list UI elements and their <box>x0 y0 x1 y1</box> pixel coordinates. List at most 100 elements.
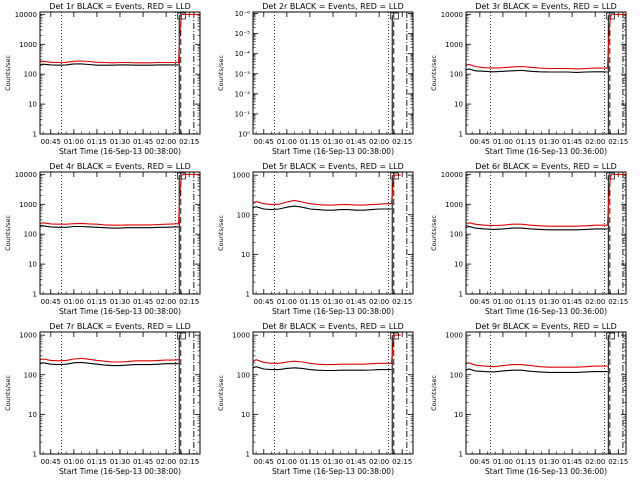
chart-title: Det 9r BLACK = Events, RED = LLD <box>475 322 617 331</box>
x-tick-label: 02:15 <box>179 138 199 146</box>
plot-frame <box>465 331 627 455</box>
x-tick-label: 01:45 <box>346 298 366 306</box>
chart-panel: Det 7r BLACK = Events, RED = LLD Counts/s… <box>4 322 201 476</box>
x-tick-label: 00:45 <box>470 138 490 146</box>
x-tick-label: 01:30 <box>323 138 343 146</box>
x-axis-label: Start Time (16-Sep-13 00:36:00) <box>485 307 607 316</box>
y-tick-label: 1 <box>459 451 463 459</box>
y-axis-label: Counts/sec <box>4 55 12 91</box>
chart-panel: Det 1r BLACK = Events, RED = LLD Counts/s… <box>4 2 201 156</box>
x-axis-label: Start Time (16-Sep-13 00:36:00) <box>485 147 607 156</box>
y-axis-label: Counts/sec <box>430 55 438 91</box>
series-line <box>465 13 626 70</box>
y-tick-label: 100 <box>24 231 37 239</box>
y-tick-label: 10 <box>241 411 250 419</box>
y-tick-label: 1000 <box>19 201 37 209</box>
x-tick-label: 01:45 <box>562 298 582 306</box>
series-line <box>252 205 392 211</box>
series-line <box>465 362 608 368</box>
y-axis-label: Counts/sec <box>430 215 438 251</box>
x-tick-label: 02:15 <box>608 298 628 306</box>
x-tick-label: 01:30 <box>539 298 559 306</box>
x-tick-label: 01:45 <box>133 298 153 306</box>
x-tick-label: 01:15 <box>87 458 107 466</box>
series-line <box>252 334 401 366</box>
x-tick-label: 01:00 <box>64 298 84 306</box>
y-tick-label: 1000 <box>445 201 463 209</box>
y-tick-label: 1 <box>33 451 37 459</box>
x-tick-label: 01:45 <box>562 458 582 466</box>
x-tick-label: 01:00 <box>64 138 84 146</box>
x-tick-label: 02:15 <box>179 458 199 466</box>
x-tick-label: 01:15 <box>516 298 536 306</box>
x-tick-label: 01:30 <box>110 298 130 306</box>
chart-panel: Det 3r BLACK = Events, RED = LLD Counts/s… <box>430 2 628 156</box>
y-tick-label: 1000 <box>445 332 463 340</box>
segment-marker <box>390 172 399 180</box>
x-tick-label: 01:30 <box>539 458 559 466</box>
y-tick-label: 1000 <box>445 41 463 49</box>
x-tick-label: 02:00 <box>156 298 176 306</box>
x-tick-label: 00:45 <box>254 298 274 306</box>
x-tick-label: 00:45 <box>41 298 61 306</box>
chart-title: Det 2r BLACK = Events, RED = LLD <box>262 2 404 11</box>
y-tick-label: 1000 <box>232 172 250 180</box>
y-tick-label: 10⁻⁵ <box>235 30 251 38</box>
y-axis-label: Counts/sec <box>4 375 12 411</box>
chart-title: Det 5r BLACK = Events, RED = LLD <box>262 162 404 171</box>
y-tick-label: 10 <box>454 261 463 269</box>
y-tick-label: 100 <box>24 371 37 379</box>
chart-title: Det 8r BLACK = Events, RED = LLD <box>262 322 404 331</box>
plot-frame <box>39 11 201 135</box>
y-tick-label: 10000 <box>441 171 463 179</box>
x-tick-label: 00:45 <box>470 298 490 306</box>
chart-panel: Det 9r BLACK = Events, RED = LLD Counts/s… <box>430 322 628 476</box>
x-tick-label: 02:00 <box>156 138 176 146</box>
x-tick-label: 00:45 <box>470 458 490 466</box>
x-tick-label: 02:15 <box>392 298 412 306</box>
chart-title: Det 7r BLACK = Events, RED = LLD <box>49 322 191 331</box>
plot-frame <box>465 171 627 295</box>
x-tick-label: 01:30 <box>539 138 559 146</box>
y-tick-label: 10000 <box>15 171 37 179</box>
series-line <box>465 225 608 231</box>
series-line <box>39 13 200 64</box>
x-tick-label: 01:45 <box>133 458 153 466</box>
x-tick-label: 02:15 <box>392 458 412 466</box>
x-tick-label: 01:15 <box>516 138 536 146</box>
series-line <box>465 68 608 73</box>
plot-frame <box>39 331 201 455</box>
series-line <box>39 357 179 363</box>
chart-title: Det 6r BLACK = Events, RED = LLD <box>475 162 617 171</box>
chart-panel: Det 4r BLACK = Events, RED = LLD Counts/s… <box>4 162 201 316</box>
plot-frame <box>465 11 627 135</box>
x-tick-label: 01:00 <box>493 138 513 146</box>
x-tick-label: 00:45 <box>41 458 61 466</box>
y-tick-label: 10⁻⁶ <box>235 10 251 18</box>
plot-frame <box>39 171 201 295</box>
x-tick-label: 02:00 <box>585 138 605 146</box>
x-tick-label: 02:00 <box>369 298 389 306</box>
x-tick-label: 01:15 <box>87 138 107 146</box>
segment-marker <box>606 332 615 340</box>
x-tick-label: 01:15 <box>87 298 107 306</box>
x-tick-label: 01:00 <box>277 298 297 306</box>
x-axis-label: Start Time (16-Sep-13 00:38:00) <box>59 467 181 476</box>
series-line <box>252 174 401 206</box>
x-tick-label: 02:00 <box>585 458 605 466</box>
y-tick-label: 10⁻² <box>235 90 251 98</box>
y-tick-label: 1000 <box>19 41 37 49</box>
y-tick-label: 1 <box>459 291 463 299</box>
y-tick-label: 100 <box>237 211 250 219</box>
x-tick-label: 01:45 <box>346 138 366 146</box>
x-tick-label: 00:45 <box>41 138 61 146</box>
x-tick-label: 01:00 <box>277 138 297 146</box>
x-tick-label: 02:15 <box>608 138 628 146</box>
x-tick-label: 02:00 <box>585 298 605 306</box>
x-tick-label: 01:00 <box>493 458 513 466</box>
x-tick-label: 01:15 <box>300 138 320 146</box>
x-axis-label: Start Time (16-Sep-13 00:36:00) <box>485 467 607 476</box>
x-tick-label: 01:45 <box>133 138 153 146</box>
